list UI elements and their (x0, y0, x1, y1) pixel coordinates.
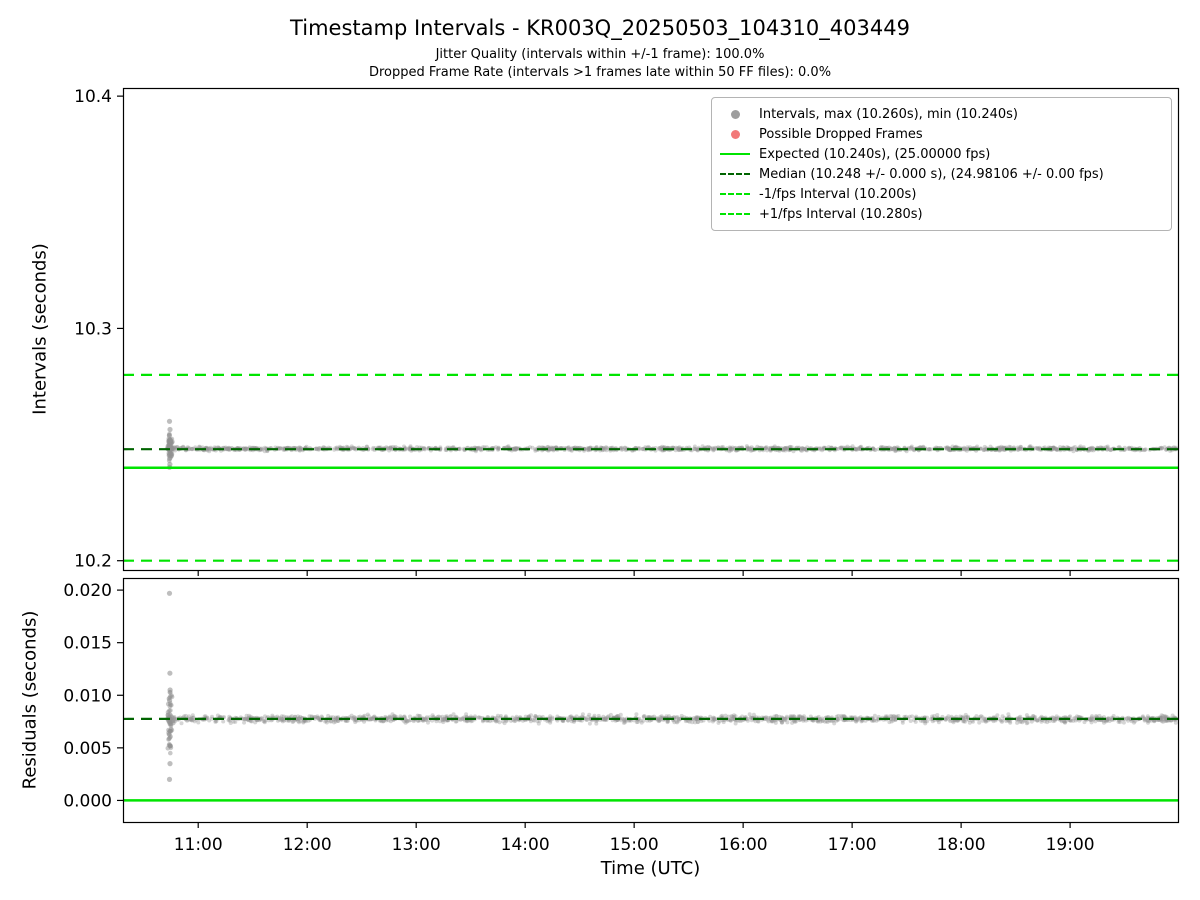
x-tick-label: 16:00 (719, 835, 768, 855)
intervals-plot: 10.2 10.3 10.4 (74, 87, 1180, 576)
legend-item: Possible Dropped Frames (720, 124, 1163, 144)
darkgreen-dashed-line-glyph-icon (720, 173, 750, 175)
green-dashed-line-icon (720, 213, 750, 215)
y-tick-label: 10.4 (74, 87, 112, 107)
intervals-reference-lines (123, 373, 1178, 562)
chart-title: Timestamp Intervals - KR003Q_20250503_10… (290, 16, 910, 40)
x-tick-label: 12:00 (283, 835, 332, 855)
y-tick-label: 10.3 (74, 319, 112, 339)
y-tick-label: 0.005 (63, 739, 112, 759)
gray-dot-icon (720, 109, 750, 119)
legend-item-label: Expected (10.240s), (25.00000 fps) (759, 146, 991, 162)
y-tick-label: 10.2 (74, 552, 112, 572)
residuals-scatter-points (165, 590, 1179, 783)
residuals-plot: 0.000 0.005 0.010 0.015 0.020 11:00 12:00 13:00… (63, 577, 1180, 855)
intervals-x-ticks (197, 570, 1071, 576)
green-dashed-line-glyph-icon (720, 213, 750, 215)
legend-item: Expected (10.240s), (25.00000 fps) (720, 144, 1163, 164)
x-tick-label: 18:00 (937, 835, 986, 855)
legend-item-label: Intervals, max (10.260s), min (10.240s) (759, 106, 1018, 122)
x-tick-label: 13:00 (392, 835, 441, 855)
green-dashed-line-glyph-icon (720, 193, 750, 195)
red-dot-glyph-icon (730, 129, 740, 139)
intervals-plot-frame (122, 87, 1180, 572)
y-tick-label: 0.010 (63, 686, 112, 706)
darkgreen-dashed-line-icon (720, 173, 750, 175)
x-tick-label: 17:00 (828, 835, 877, 855)
residuals-y-ticks: 0.000 0.005 0.010 0.015 0.020 (63, 581, 123, 811)
time-axis-label: Time (UTC) (600, 858, 701, 879)
residuals-x-ticks: 11:00 12:00 13:00 14:00 15:00 16:00 17:00 18:00… (174, 822, 1095, 855)
x-tick-label: 14:00 (501, 835, 550, 855)
legend-item-label: +1/fps Interval (10.280s) (759, 206, 923, 222)
x-tick-label: 19:00 (1046, 835, 1095, 855)
legend-item: Intervals, max (10.260s), min (10.240s) (720, 104, 1163, 124)
red-dot-icon (720, 129, 750, 139)
green-solid-line-icon (720, 153, 750, 155)
jitter-quality-subtitle: Jitter Quality (intervals within +/-1 fr… (435, 47, 765, 62)
residuals-reference-lines (123, 717, 1178, 802)
y-tick-label: 0.000 (63, 791, 112, 811)
y-tick-label: 0.020 (63, 581, 112, 601)
x-tick-label: 15:00 (610, 835, 659, 855)
intervals-scatter-points (164, 418, 1178, 470)
legend-item-label: Median (10.248 +/- 0.000 s), (24.98106 +… (759, 166, 1104, 182)
intervals-y-ticks: 10.2 10.3 10.4 (74, 87, 123, 572)
dropped-frame-rate-subtitle: Dropped Frame Rate (intervals >1 frames … (368, 65, 832, 80)
legend-item-label: -1/fps Interval (10.200s) (759, 186, 917, 202)
legend: Intervals, max (10.260s), min (10.240s) P… (711, 97, 1172, 231)
legend-item: +1/fps Interval (10.280s) (720, 204, 1163, 224)
gray-dot-glyph-icon (730, 109, 740, 119)
green-dashed-line-icon (720, 193, 750, 195)
legend-item: -1/fps Interval (10.200s) (720, 184, 1163, 204)
x-tick-label: 11:00 (174, 835, 223, 855)
residuals-plot-frame (122, 577, 1180, 824)
residuals-axis-label: Residuals (seconds) (19, 610, 41, 790)
y-tick-label: 0.015 (63, 634, 112, 654)
legend-item: Median (10.248 +/- 0.000 s), (24.98106 +… (720, 164, 1163, 184)
legend-item-label: Possible Dropped Frames (759, 126, 923, 142)
intervals-axis-label: Intervals (seconds) (29, 243, 51, 415)
green-solid-line-glyph-icon (720, 153, 750, 155)
